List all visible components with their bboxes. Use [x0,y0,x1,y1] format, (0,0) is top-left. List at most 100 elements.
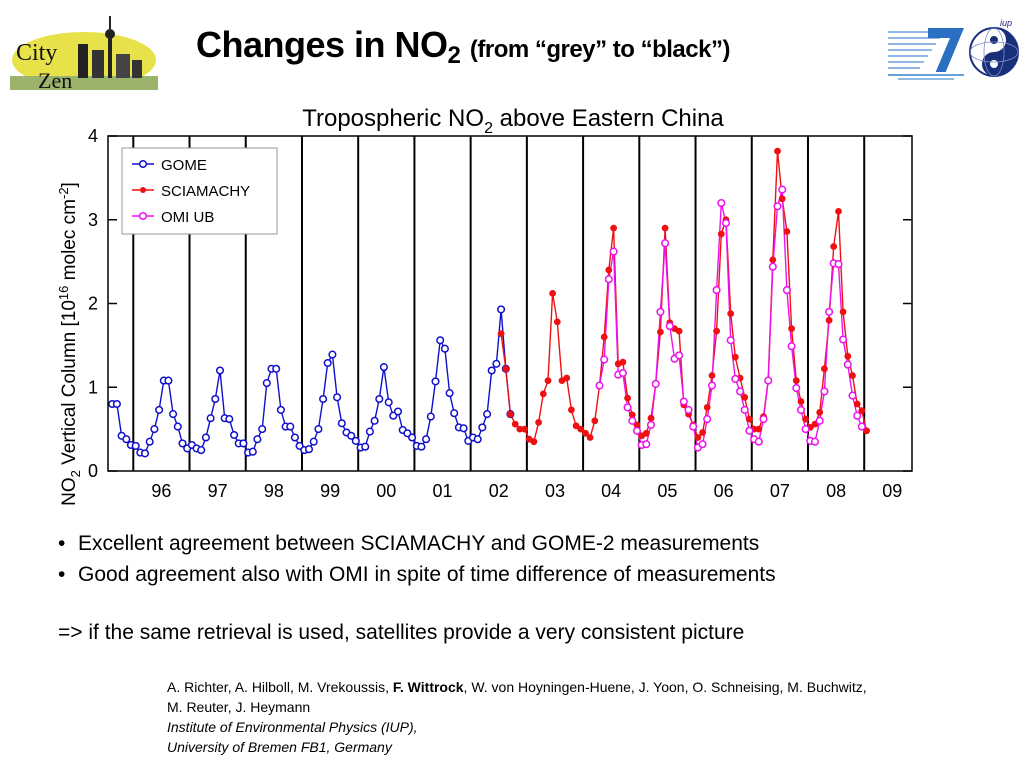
data-point [272,364,281,373]
svg-text:iup: iup [1000,18,1012,28]
chart-title-main: Tropospheric NO [302,105,484,132]
y-tick-label: 0 [88,461,98,481]
data-point [450,409,459,418]
data-point [375,394,384,404]
data-point [211,394,220,404]
data-point [445,389,454,398]
x-tick-label: 96 [151,481,171,501]
data-point [595,381,604,390]
data-point [521,425,528,433]
data-point [473,435,482,444]
data-point [741,393,749,401]
data-point [290,433,299,442]
authors-post: , W. von Hoyningen-Huene, J. Yoon, O. Sc… [167,679,867,715]
authors-pre: A. Richter, A. Hilboll, M. Vrekoussis, [167,679,393,695]
data-point [333,393,342,402]
data-point [810,437,820,446]
logo-city-text: City [16,40,57,66]
data-point [112,399,121,409]
chart-title-suffix: above Eastern China [493,105,724,132]
reference-authors: A. Richter, A. Hilboll, M. Vrekoussis, F… [167,677,867,717]
data-point [759,415,768,424]
data-point [708,372,716,379]
data-point [610,224,617,232]
legend-omi-marker [138,211,148,221]
ylabel-mid2: molec cm [59,199,80,286]
x-tick-label: 00 [376,481,396,501]
data-point [844,352,852,360]
data-point [276,405,285,414]
data-point [379,363,388,372]
legend-omi-label: OMI UB [161,209,214,226]
data-point [502,365,510,373]
data-point [422,435,431,444]
data-point [773,202,782,211]
data-point [825,307,834,316]
data-point [717,198,726,208]
data-point [258,425,267,434]
data-point [553,318,561,326]
data-point [253,435,262,444]
data-point [572,422,580,430]
data-point [703,415,712,424]
data-point [197,446,206,455]
data-point [131,441,140,450]
data-point [755,425,763,433]
data-point [623,403,632,412]
data-point [618,368,627,378]
data-point [632,426,642,435]
data-point [319,394,328,404]
data-point [774,147,781,155]
data-point [853,411,862,420]
data-point [788,325,795,333]
data-point [384,398,393,407]
references: A. Richter, A. Hilboll, M. Vrekoussis, F… [167,677,867,757]
data-point [713,327,720,335]
data-point [801,425,810,434]
data-point [497,330,505,338]
x-tick-label: 98 [264,481,284,501]
data-point [712,286,721,295]
data-point [544,377,552,385]
conclusion-text: => if the same retrieval is used, satell… [58,621,745,644]
data-point [849,372,856,379]
x-tick-label: 06 [714,481,734,501]
data-point [239,439,248,448]
data-point [661,239,670,248]
data-point [792,384,801,393]
data-point [487,366,496,375]
data-point [568,406,575,414]
data-point [797,398,805,405]
data-point [642,429,650,437]
iup-logo: iup [969,18,1019,77]
data-point [839,335,848,344]
ylabel-mid: Vertical Column [10 [59,300,80,470]
y-tick-label: 2 [88,294,98,314]
title-subscript: 2 [447,42,461,69]
data-point [820,387,829,396]
data-point [731,374,740,383]
data-point [843,360,852,369]
x-tick-label: 08 [826,481,846,501]
x-tick-label: 97 [208,481,228,501]
data-point [206,414,215,423]
data-point [703,403,711,411]
x-tick-label: 01 [433,481,453,501]
data-point [122,435,131,444]
data-point [145,437,154,446]
data-point [642,440,651,449]
ylabel-sub: 2 [68,470,83,477]
bullet-glyph: • [58,563,66,586]
x-tick-label: 04 [601,481,621,501]
data-point [624,394,631,402]
bullet-list: • Excellent agreement between SCIAMACHY a… [58,528,776,590]
institute-line-1: Institute of Environmental Physics (IUP)… [167,719,418,735]
x-tick-label: 99 [320,481,340,501]
data-point [215,366,225,375]
data-point [768,262,777,271]
data-point [351,436,360,445]
data-point [656,307,665,316]
chart-title: Tropospheric NO2 above Eastern China [302,105,724,137]
bullet-item: • Excellent agreement between SCIAMACHY a… [58,528,776,559]
data-point [839,308,847,316]
